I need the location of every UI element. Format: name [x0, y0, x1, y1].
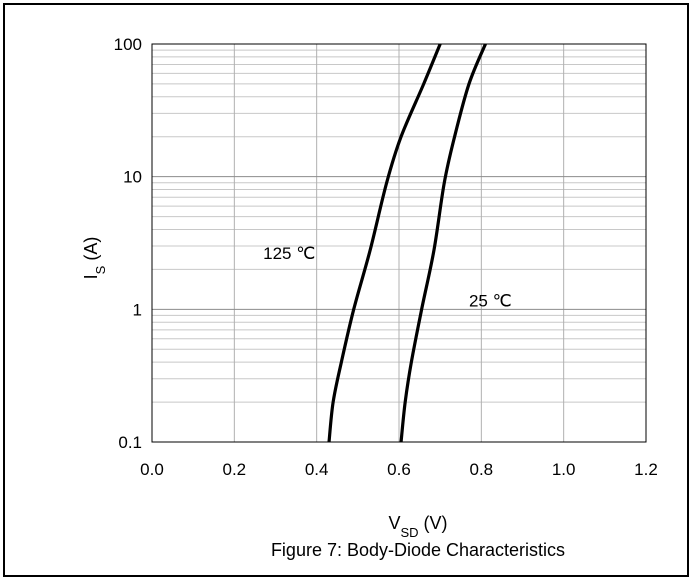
- x-axis-label: VSD (V): [388, 513, 447, 540]
- series-line-1: [327, 43, 442, 443]
- y-axis-label-sub: S: [93, 265, 108, 274]
- y-tick-label: 0.1: [118, 433, 142, 452]
- y-tick-labels: 0.1 1 10 100: [114, 35, 142, 452]
- series-layer: [327, 43, 487, 443]
- y-tick-label: 100: [114, 35, 142, 54]
- x-tick-label: 0.2: [223, 460, 247, 479]
- series-line-2: [399, 43, 487, 443]
- y-tick-label: 10: [123, 168, 142, 187]
- y-axis-label: IS (A): [81, 237, 108, 280]
- figure-frame: [3, 3, 689, 577]
- x-axis-label-sub: SD: [400, 525, 418, 540]
- x-tick-label: 0.8: [470, 460, 494, 479]
- annotation-2: 25 ℃: [469, 292, 512, 311]
- y-axis-label-main: I: [81, 274, 101, 279]
- x-tick-label: 1.0: [552, 460, 576, 479]
- plot-area-border: [151, 43, 647, 443]
- x-axis-label-main: V: [388, 513, 400, 533]
- x-tick-labels: 0.0 0.2 0.4 0.6 0.8 1.0 1.2: [140, 460, 658, 479]
- annotation-1: 125 ℃: [263, 244, 315, 263]
- x-tick-label: 0.4: [305, 460, 329, 479]
- chart-title: Figure 7: Body-Diode Characteristics: [271, 540, 565, 560]
- x-tick-label: 0.6: [387, 460, 411, 479]
- major-grid: [151, 43, 647, 443]
- x-tick-label: 1.2: [634, 460, 658, 479]
- x-axis-label-unit: (V): [419, 513, 448, 533]
- y-tick-label: 1: [133, 300, 142, 319]
- annotations: 125 ℃ 25 ℃: [263, 244, 512, 311]
- x-tick-label: 0.0: [140, 460, 164, 479]
- y-axis-label-unit: (A): [81, 237, 101, 266]
